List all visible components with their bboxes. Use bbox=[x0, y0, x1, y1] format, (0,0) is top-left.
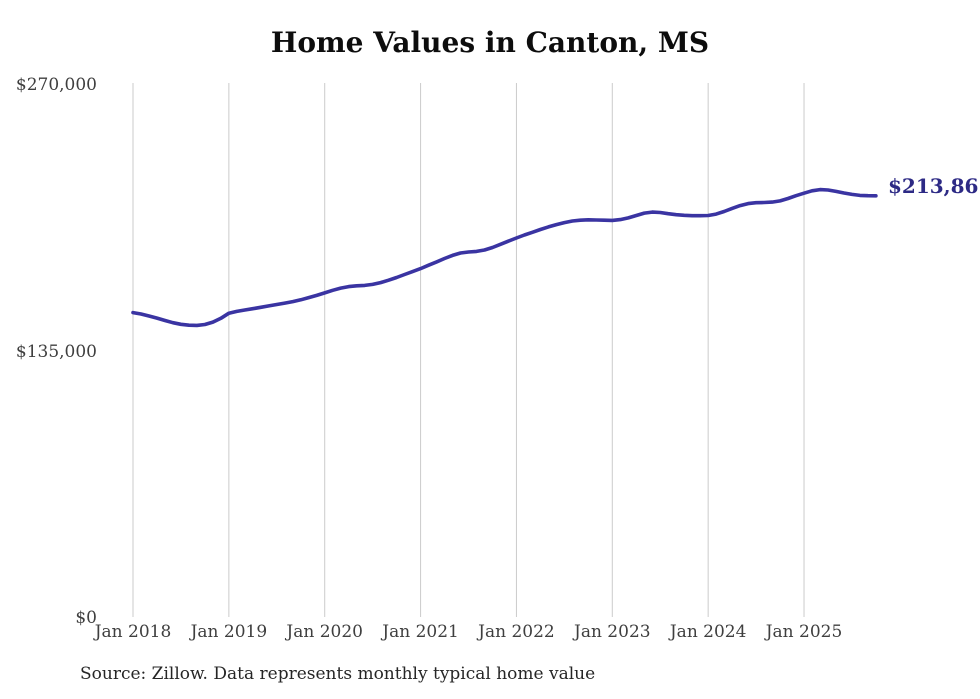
x-tick-label: Jan 2022 bbox=[478, 622, 555, 642]
chart-title: Home Values in Canton, MS bbox=[270, 26, 710, 59]
latest-value-label: $213,861 bbox=[888, 174, 980, 198]
gridlines bbox=[132, 83, 805, 617]
x-tick-label: Jan 2019 bbox=[190, 622, 268, 642]
x-tick-label: Jan 2025 bbox=[765, 622, 843, 642]
y-tick-label: $0 bbox=[75, 608, 97, 628]
home-value-line bbox=[131, 187, 878, 328]
y-tick-label: $270,000 bbox=[15, 75, 97, 95]
y-tick-label: $135,000 bbox=[15, 341, 97, 362]
x-tick-label: Jan 2020 bbox=[286, 622, 364, 642]
x-tick-label: Jan 2024 bbox=[669, 622, 747, 642]
x-tick-label: Jan 2018 bbox=[94, 622, 172, 642]
source-note: Source: Zillow. Data represents monthly … bbox=[80, 664, 596, 684]
x-tick-label: Jan 2021 bbox=[382, 622, 459, 642]
x-tick-label: Jan 2023 bbox=[574, 622, 651, 642]
